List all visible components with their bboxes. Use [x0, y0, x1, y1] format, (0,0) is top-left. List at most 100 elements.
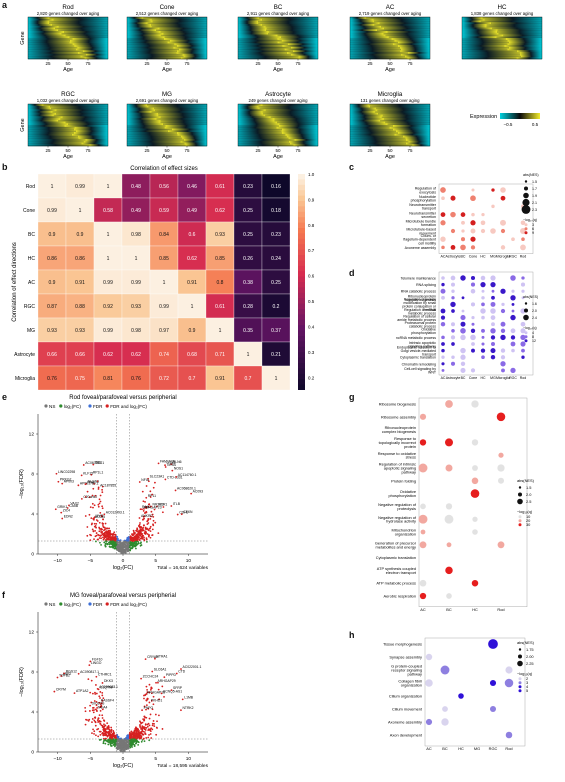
heatmap-band [127, 22, 148, 25]
x-tick-label: 5 [154, 558, 157, 564]
gene-label: NOS1 [174, 467, 183, 471]
heatmap-cell-value: 0.37 [271, 328, 281, 334]
heatmap-band [28, 112, 57, 115]
heatmap-band [497, 31, 542, 34]
term-label: flagellum-dependent [403, 238, 436, 242]
heatmap-tick-label: 50 [387, 148, 393, 153]
heatmap-tick-label: 75 [295, 148, 301, 153]
heatmap-band [127, 137, 183, 140]
heatmap-band [127, 112, 159, 115]
dot [446, 593, 452, 599]
data-point [94, 716, 97, 719]
data-point [116, 535, 119, 538]
heatmap-band [350, 45, 398, 48]
data-point [134, 542, 137, 545]
x-axis-label: log₂(FC) [113, 763, 134, 769]
data-point [99, 722, 102, 725]
heatmap-tick-label: 25 [45, 61, 51, 66]
colorbar-tick: 0.5 [308, 299, 315, 304]
dot [470, 245, 476, 250]
data-point [119, 547, 121, 550]
data-point [139, 726, 142, 728]
heatmap-cell-value: 0.62 [103, 352, 113, 358]
heatmap-band [238, 29, 267, 32]
data-point [84, 710, 87, 713]
heatmap-band [238, 38, 278, 41]
data-point [107, 534, 110, 536]
term-label: Golgi vesicle-mediated [401, 349, 436, 353]
dot [500, 348, 506, 353]
dot [460, 354, 466, 360]
heatmap-band [270, 116, 318, 119]
colorbar-segment [298, 206, 305, 213]
heatmap-band [350, 53, 401, 56]
heatmap-cell-value: 0.86 [47, 256, 57, 262]
heatmap-band [350, 114, 383, 117]
gene-label: RAX2 [142, 505, 151, 509]
term-label: proteolysis [397, 506, 416, 511]
heatmap-band [28, 24, 53, 27]
heatmap-band [238, 27, 267, 30]
heatmap-cell-value: 0.24 [271, 256, 281, 262]
panel-letter-e: e [2, 392, 8, 402]
legend-size-label: 1.7 [532, 187, 537, 191]
col-label: Rod [520, 255, 527, 259]
heatmap-cell [261, 245, 291, 271]
dot [520, 244, 526, 251]
data-point [147, 535, 150, 538]
heatmap-band [408, 140, 430, 143]
row-label: MG [27, 328, 35, 334]
data-point [91, 692, 94, 695]
colorbar-segment [298, 249, 305, 256]
heatmap-band [127, 43, 175, 46]
data-point [124, 544, 127, 547]
data-point [120, 551, 123, 554]
heatmap-band [127, 118, 157, 121]
labeled-point [95, 675, 98, 678]
legend-dot [105, 602, 109, 606]
gene-label: RP1L1 [93, 471, 103, 475]
heatmap-band [58, 29, 108, 32]
labeled-point [154, 657, 156, 660]
heatmap-title: Astrocyte [265, 91, 291, 98]
data-point [134, 541, 137, 543]
heatmap-band [28, 20, 50, 23]
colorbar-segment [298, 379, 305, 385]
heatmap-band [28, 34, 66, 37]
heatmap-band [274, 118, 318, 121]
heatmap-band [127, 116, 161, 119]
data-point [138, 533, 141, 536]
col-label: AC [441, 376, 446, 380]
data-point [152, 486, 155, 489]
heatmap-band [183, 139, 207, 142]
gene-label: FGF10 [92, 657, 103, 661]
heatmap-cell [149, 269, 179, 295]
term-label: Axoneme assembly [388, 720, 422, 725]
heatmap-band [462, 43, 508, 46]
labeled-point [175, 476, 178, 478]
heatmap-band [28, 133, 72, 136]
term-label: Collagen fibril [398, 679, 422, 684]
heatmap-subtitle: 2,512 genes changed over aging [136, 11, 199, 16]
dot [520, 220, 526, 226]
heatmap-band [389, 126, 430, 129]
heatmap-tick-label: 75 [407, 61, 413, 66]
legend-size-dot [523, 192, 529, 199]
labeled-point [140, 677, 142, 680]
heatmap-band [127, 24, 152, 27]
heatmap-band [127, 18, 152, 21]
data-point [137, 734, 140, 737]
heatmap-cell-value: 0.76 [131, 376, 141, 382]
data-point [145, 510, 148, 513]
data-point [135, 544, 138, 547]
data-point [95, 692, 98, 695]
term-label: WNT [428, 371, 437, 375]
heatmap-band [262, 112, 318, 115]
legend-size-dot [524, 180, 528, 183]
legend-color-dot [524, 335, 528, 339]
heatmap-band [412, 144, 430, 147]
heatmap-band [127, 125, 166, 128]
heatmap-band [43, 104, 108, 107]
heatmap-cell-value: 0.81 [103, 376, 113, 382]
dot [419, 413, 427, 420]
